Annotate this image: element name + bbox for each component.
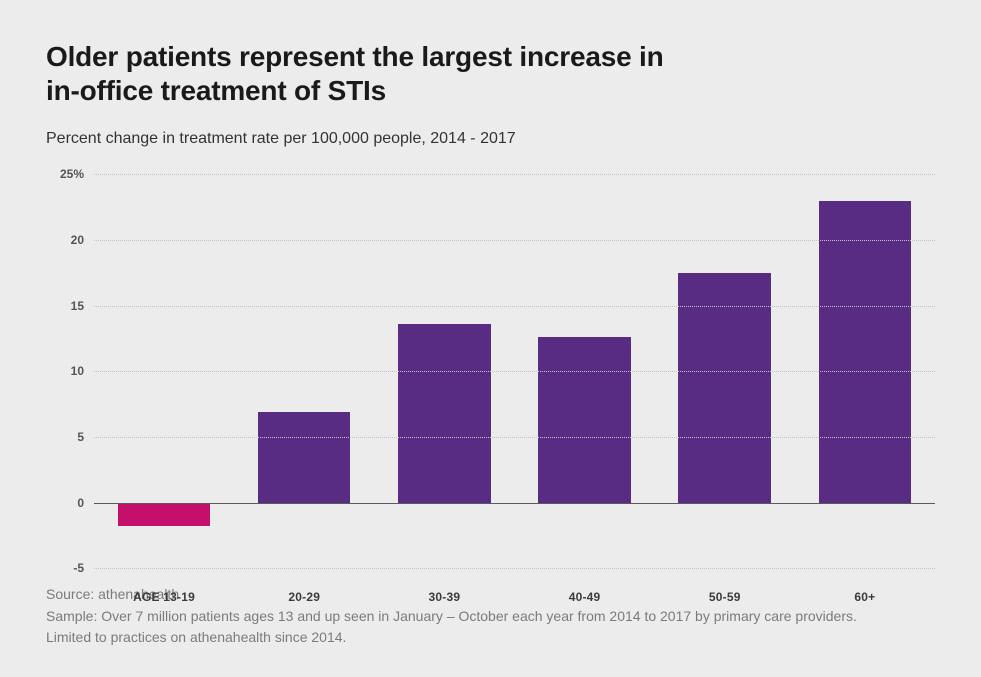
bar bbox=[678, 273, 771, 503]
chart-subtitle: Percent change in treatment rate per 100… bbox=[46, 130, 935, 148]
bar bbox=[258, 412, 351, 503]
x-tick-label: 50-59 bbox=[709, 590, 741, 604]
y-tick-label: 20 bbox=[46, 233, 84, 247]
y-tick-label: 10 bbox=[46, 364, 84, 378]
x-tick-label: 60+ bbox=[854, 590, 875, 604]
zero-line bbox=[94, 503, 935, 504]
y-tick-label: 0 bbox=[46, 496, 84, 510]
sample-line-1: Sample: Over 7 million patients ages 13 … bbox=[46, 606, 935, 628]
x-tick-label: 20-29 bbox=[288, 590, 320, 604]
bar bbox=[398, 324, 491, 503]
bar-chart: AGE 13-1920-2930-3940-4950-5960+ -505101… bbox=[46, 174, 935, 568]
title-line-1: Older patients represent the largest inc… bbox=[46, 41, 664, 72]
title-line-2: in-office treatment of STIs bbox=[46, 75, 386, 106]
chart-card: Older patients represent the largest inc… bbox=[0, 0, 981, 677]
x-tick-label: 40-49 bbox=[569, 590, 601, 604]
y-tick-label: 15 bbox=[46, 299, 84, 313]
bar bbox=[538, 337, 631, 502]
gridline bbox=[94, 240, 935, 241]
y-tick-label: 5 bbox=[46, 430, 84, 444]
gridline bbox=[94, 174, 935, 175]
gridline bbox=[94, 437, 935, 438]
sample-line-2: Limited to practices on athenahealth sin… bbox=[46, 627, 935, 649]
x-tick-label: AGE 13-19 bbox=[133, 590, 195, 604]
gridline bbox=[94, 306, 935, 307]
bar bbox=[118, 503, 211, 527]
x-tick-label: 30-39 bbox=[429, 590, 461, 604]
gridline bbox=[94, 568, 935, 569]
chart-area: AGE 13-1920-2930-3940-4950-5960+ -505101… bbox=[46, 174, 935, 568]
y-tick-label: 25% bbox=[46, 167, 84, 181]
gridline bbox=[94, 371, 935, 372]
y-tick-label: -5 bbox=[46, 561, 84, 575]
bar bbox=[819, 201, 912, 503]
chart-title: Older patients represent the largest inc… bbox=[46, 40, 935, 108]
